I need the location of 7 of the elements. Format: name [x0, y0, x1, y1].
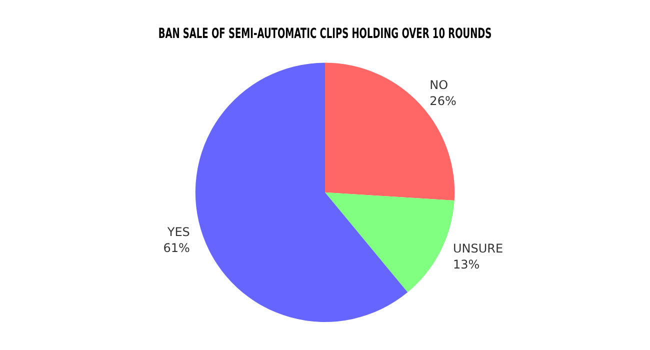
chart-title: BAN SALE OF SEMI-AUTOMATIC CLIPS HOLDING OVER 10 ROUNDS: [158, 24, 492, 42]
slice-label: NO: [430, 78, 448, 92]
data-label: 13%: [452, 258, 480, 272]
slice-label: UNSURE: [452, 242, 504, 256]
data-label: 26%: [430, 94, 456, 108]
slice-label: YES: [166, 225, 190, 240]
data-label: 61%: [163, 241, 190, 256]
